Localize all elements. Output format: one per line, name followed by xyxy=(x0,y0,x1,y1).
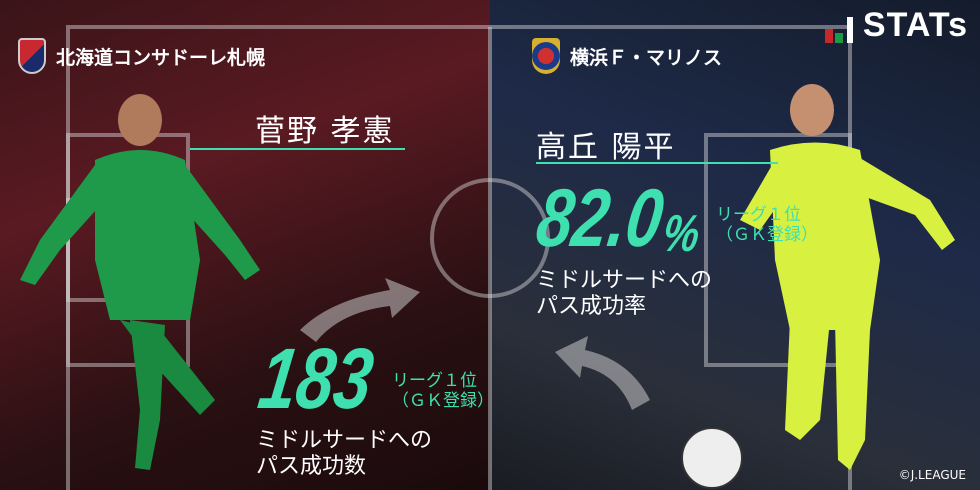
right-stat-value: 82.0 % xyxy=(531,173,707,264)
right-player-image xyxy=(681,84,955,489)
right-player-name: 高丘 陽平 xyxy=(536,130,676,165)
right-name-underline xyxy=(536,162,778,164)
left-name-underline xyxy=(190,148,405,150)
left-stat-number: 183 xyxy=(253,331,379,427)
right-stat-description: ミドルサードへの パス成功率 xyxy=(536,268,712,321)
stats-logo: STATs xyxy=(823,6,968,45)
copyright: ©J.LEAGUE xyxy=(898,468,966,482)
left-background xyxy=(0,0,490,490)
right-team: 横浜Ｆ・マリノス xyxy=(532,38,722,74)
right-rank: リーグ１位 （ＧＫ登録） xyxy=(716,205,818,245)
right-stat-number: 82.0 xyxy=(531,173,669,264)
right-rank-line2: （ＧＫ登録） xyxy=(716,224,818,245)
stats-bars-icon xyxy=(824,17,853,43)
right-stat-unit: % xyxy=(659,205,704,263)
right-team-name: 横浜Ｆ・マリノス xyxy=(570,46,723,69)
left-player-image xyxy=(20,94,260,470)
consadole-crest-icon xyxy=(18,38,46,74)
center-circle xyxy=(430,178,550,298)
right-arrow-icon xyxy=(555,336,650,410)
left-player-name: 菅野 孝憲 xyxy=(255,114,395,149)
left-stat-description: ミドルサードへの パス成功数 xyxy=(256,428,432,481)
right-rank-line1: リーグ１位 xyxy=(716,205,801,225)
left-stat-value: 183 xyxy=(253,331,379,427)
left-team: 北海道コンサドーレ札幌 xyxy=(18,38,265,74)
left-arrow-icon xyxy=(300,278,420,342)
left-rank: リーグ１位 （ＧＫ登録） xyxy=(392,371,494,411)
left-team-name: 北海道コンサドーレ札幌 xyxy=(56,46,266,69)
left-rank-line1: リーグ１位 xyxy=(392,371,477,391)
right-background xyxy=(490,0,980,490)
left-desc-line1: ミドルサードへの xyxy=(256,428,433,453)
left-desc-line2: パス成功数 xyxy=(256,454,367,480)
stats-wordmark: STATs xyxy=(862,6,968,44)
ball-icon xyxy=(681,427,743,489)
right-desc-line1: ミドルサードへの xyxy=(536,268,713,293)
marinos-crest-icon xyxy=(532,38,560,74)
left-rank-line2: （ＧＫ登録） xyxy=(392,390,494,411)
right-desc-line2: パス成功率 xyxy=(536,294,647,320)
